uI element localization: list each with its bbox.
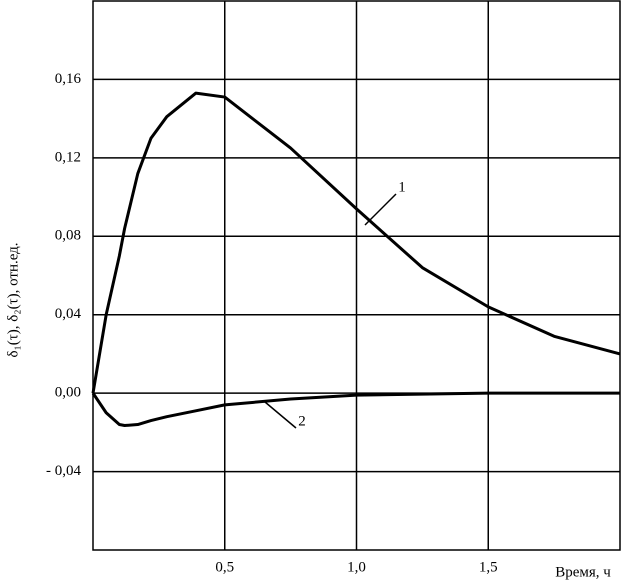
y-tick-label: 0,08 bbox=[55, 228, 81, 244]
y-tick-label: 0,04 bbox=[55, 306, 82, 322]
y-tick-label: - 0,04 bbox=[46, 463, 81, 479]
data-line bbox=[91, 391, 620, 427]
x-tick-label: 1,0 bbox=[347, 559, 366, 575]
y-tick-label: 0,00 bbox=[55, 385, 81, 401]
y-axis-label: δ₁(τ), δ₂(τ), отн.ед. bbox=[5, 242, 21, 357]
y-tick-label: 0,16 bbox=[55, 71, 82, 87]
leader-line bbox=[264, 401, 297, 429]
series-label: 2 bbox=[298, 413, 306, 429]
plot-frame bbox=[92, 0, 621, 551]
x-tick-label: 1,5 bbox=[479, 559, 498, 575]
data-line bbox=[91, 91, 621, 394]
y-tick-label: 0,12 bbox=[55, 149, 81, 165]
x-axis-label: Время, ч bbox=[555, 564, 611, 580]
series-label: 1 bbox=[398, 179, 406, 195]
x-tick-label: 0,5 bbox=[215, 559, 234, 575]
leader-line bbox=[364, 193, 397, 226]
